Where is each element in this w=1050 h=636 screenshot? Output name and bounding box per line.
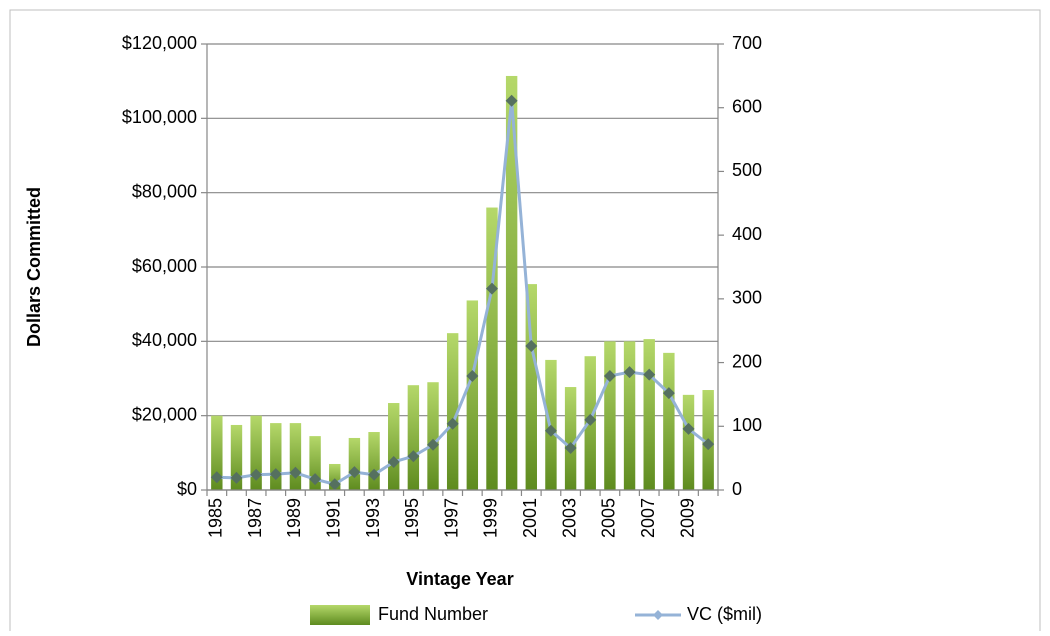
bar: [663, 352, 675, 490]
legend-label: VC ($mil): [687, 604, 762, 624]
x-tick-label: 1999: [481, 498, 501, 538]
y2-tick-label: 700: [732, 33, 762, 53]
line-marker: [230, 471, 243, 484]
x-tick-label: 1991: [324, 498, 344, 538]
x-tick-label: 1985: [206, 498, 226, 538]
bar: [407, 385, 420, 490]
bar: [230, 424, 243, 490]
line-marker: [269, 468, 282, 481]
line-marker: [544, 424, 557, 437]
x-tick-label: 1995: [402, 498, 422, 538]
line-marker: [427, 438, 440, 451]
line-marker: [250, 468, 263, 481]
line-marker: [505, 94, 518, 107]
bar: [682, 394, 695, 490]
y2-tick-label: 400: [732, 224, 762, 244]
x-tick-label: 2005: [599, 498, 619, 538]
x-tick-label: 2003: [559, 498, 579, 538]
bar: [368, 432, 380, 490]
y2-tick-label: 100: [732, 415, 762, 435]
line-marker: [662, 387, 675, 400]
legend-marker: [653, 610, 663, 620]
line-marker: [643, 368, 656, 381]
bar: [250, 415, 262, 490]
legend-label: Fund Number: [378, 604, 488, 624]
x-tick-label: 1997: [441, 498, 461, 538]
line-marker: [564, 441, 577, 454]
y-tick-label: $120,000: [122, 33, 197, 53]
y2-tick-label: 500: [732, 160, 762, 180]
y2-tick-label: 600: [732, 96, 762, 116]
bar: [564, 387, 577, 490]
line-marker: [210, 471, 223, 484]
line-marker: [387, 455, 400, 468]
line-marker: [525, 340, 538, 353]
line-marker: [584, 413, 597, 426]
line-marker: [466, 369, 479, 382]
line-marker: [348, 466, 361, 479]
legend-swatch: [310, 605, 370, 625]
line-marker: [289, 466, 302, 479]
line-marker: [702, 438, 715, 451]
x-tick-label: 2009: [677, 498, 697, 538]
line-marker: [446, 417, 459, 430]
bar: [505, 75, 518, 491]
y-tick-label: $40,000: [132, 330, 197, 350]
y-tick-label: $60,000: [132, 256, 197, 276]
chart-frame: [9, 9, 1041, 631]
y-tick-label: $20,000: [132, 404, 197, 424]
y-tick-label: $80,000: [132, 181, 197, 201]
x-axis-title: Vintage Year: [406, 569, 513, 589]
y2-tick-label: 300: [732, 288, 762, 308]
y-tick-label: $0: [177, 479, 197, 499]
y2-tick-label: 0: [732, 479, 742, 499]
x-tick-label: 2007: [638, 498, 658, 538]
bar: [446, 333, 459, 490]
bar: [211, 415, 223, 490]
bar: [604, 341, 616, 490]
line-marker: [682, 422, 695, 435]
bar: [388, 403, 400, 490]
y-axis-title: Dollars Committed: [24, 187, 44, 347]
line-marker: [328, 478, 341, 491]
x-tick-label: 1989: [284, 498, 304, 538]
bar: [309, 436, 321, 490]
line-marker: [603, 369, 616, 382]
x-tick-label: 1993: [363, 498, 383, 538]
bar: [270, 423, 282, 490]
line-marker: [623, 366, 636, 379]
x-tick-label: 2001: [520, 498, 540, 538]
bar: [348, 437, 361, 490]
bar: [643, 339, 655, 490]
bar: [623, 341, 636, 490]
y2-tick-label: 200: [732, 351, 762, 371]
bar: [427, 382, 439, 490]
bar: [289, 423, 302, 490]
y-tick-label: $100,000: [122, 107, 197, 127]
bar: [329, 463, 341, 490]
line-marker: [485, 282, 498, 295]
x-tick-label: 1987: [245, 498, 265, 538]
bar: [486, 207, 498, 491]
line-marker: [368, 468, 381, 481]
bar: [525, 284, 537, 490]
line-marker: [407, 450, 420, 463]
bar: [466, 300, 479, 490]
line-marker: [309, 473, 322, 486]
